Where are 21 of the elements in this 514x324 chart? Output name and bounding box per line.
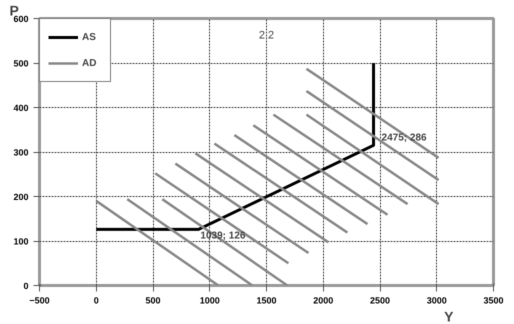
x-tick-label: 2500: [370, 296, 390, 306]
y-tick-label: 0: [23, 281, 29, 291]
x-tick-label: 3000: [426, 296, 447, 306]
x-tick-label: 1500: [256, 296, 277, 306]
y-tick-label: 100: [13, 236, 29, 246]
x-tick-label: 1000: [200, 296, 220, 306]
x-tick-label: 3500: [483, 296, 504, 306]
y-tick-label: 500: [13, 58, 29, 68]
x-tick-label: 2000: [313, 296, 334, 306]
annotation: 2475; 286: [382, 132, 428, 144]
text: 2.2: [258, 30, 274, 42]
x-axis-title: Y: [444, 308, 454, 324]
x-tick-label: −500: [29, 296, 50, 306]
x-tick-label: 0: [94, 296, 99, 306]
y-tick-label: 200: [13, 192, 29, 202]
y-tick-label: 400: [13, 103, 29, 113]
y-tick-label: 600: [13, 14, 29, 24]
legend-label: AS: [82, 32, 97, 42]
legend-label: AD: [82, 58, 98, 68]
x-tick-label: 500: [145, 296, 161, 306]
y-tick-label: 300: [13, 148, 29, 158]
